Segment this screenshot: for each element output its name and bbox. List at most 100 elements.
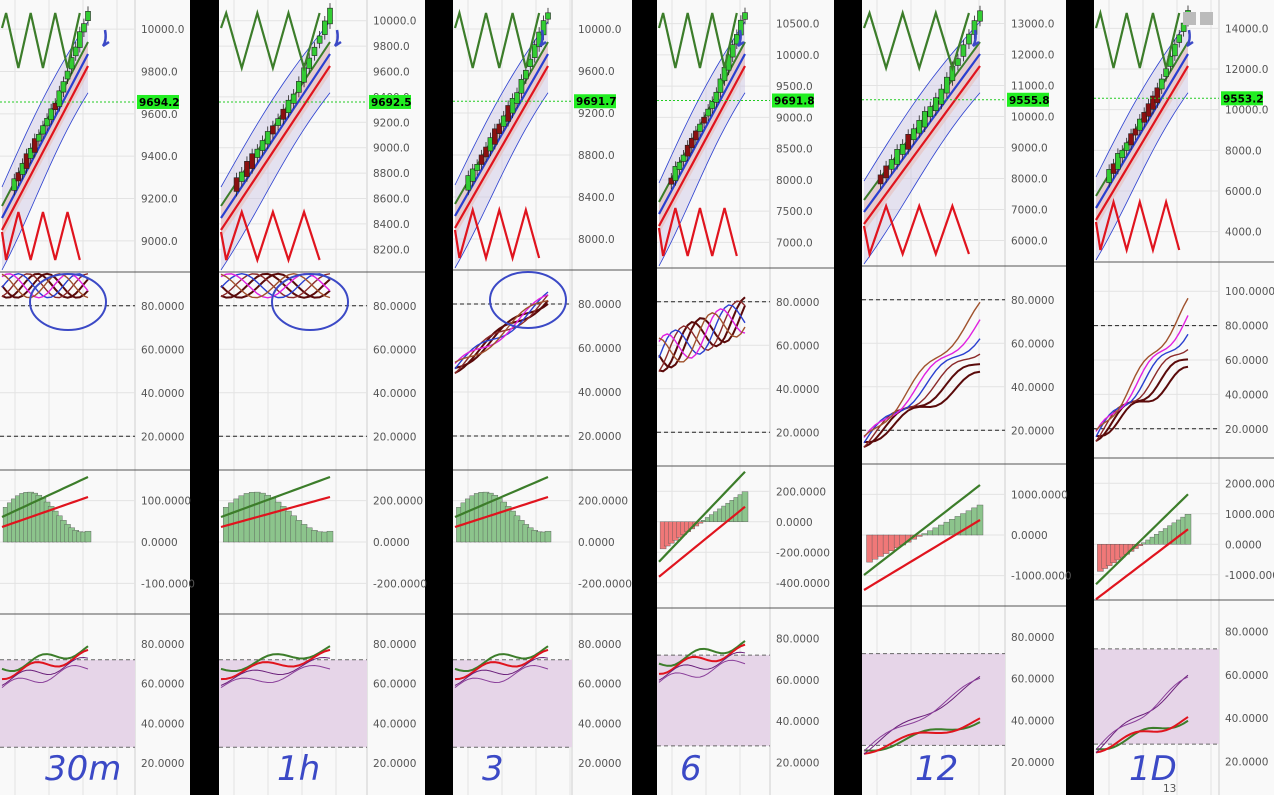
lower-band-line <box>863 92 981 265</box>
candle <box>693 130 699 141</box>
macd-histogram-bar <box>916 534 923 537</box>
candle <box>40 125 46 135</box>
stoch-line <box>863 363 981 448</box>
moving-average-red <box>863 65 981 225</box>
handdrawn-arrow <box>971 29 980 48</box>
stoch-line <box>1 273 89 299</box>
rsi-band <box>453 659 572 748</box>
candle <box>877 174 884 185</box>
chart-column-6: 14000.0 12000.0 10000.0 8000.0 6000.0 4000.0 9… <box>1094 0 1274 795</box>
stoch-tick-label: 60.0000 <box>578 343 621 355</box>
directional-line-red <box>0 211 81 261</box>
rsi-tick-label: 20.0000 <box>141 758 184 770</box>
last-price-value: 9555.8 <box>1009 95 1050 107</box>
candle <box>1172 43 1178 57</box>
candle <box>60 81 67 93</box>
candle <box>955 58 961 66</box>
stoch-line <box>658 305 746 369</box>
handdrawn-circle <box>489 271 567 329</box>
candle <box>1137 118 1143 131</box>
candle <box>1145 103 1152 117</box>
candle <box>1128 133 1134 146</box>
candle <box>899 143 906 155</box>
rsi-line <box>1095 674 1189 754</box>
stoch-line <box>454 299 549 374</box>
macd-tick-label: -1000.0000 <box>1011 571 1072 583</box>
stoch-line <box>863 319 981 438</box>
stoch-tick-label: 80.0000 <box>776 297 819 309</box>
candle <box>545 12 551 20</box>
chart-column-1: 10000.0 9800.0 9600.0 9400.0 9200.0 9000.0 969… <box>0 0 195 795</box>
rsi-line <box>658 643 746 675</box>
candle <box>64 70 71 80</box>
lower-band-line <box>658 92 746 267</box>
rsi-line <box>1 648 89 681</box>
chart-settings-icon[interactable] <box>1183 12 1196 25</box>
macd-histogram-bar <box>927 530 934 536</box>
macd-histogram-bar <box>84 530 92 543</box>
rsi-tick-label: 80.0000 <box>776 634 819 646</box>
directional-line-green <box>453 8 541 69</box>
candle <box>296 81 302 93</box>
candle <box>77 31 83 48</box>
candle <box>27 147 34 159</box>
stoch-tick-label: 40.0000 <box>776 384 819 396</box>
candle <box>1141 112 1147 123</box>
stoch-tick-label: 40.0000 <box>578 387 621 399</box>
handwritten-timeframe-label: 30m <box>45 749 121 789</box>
candle <box>478 154 485 165</box>
candle <box>523 69 529 80</box>
chart-menu-icon[interactable] <box>1200 12 1213 25</box>
candle <box>81 23 87 33</box>
rsi-tick-label: 40.0000 <box>373 718 416 730</box>
rsi-tick-label: 80.0000 <box>1011 632 1054 644</box>
candle <box>944 76 950 94</box>
directional-line-green <box>657 12 738 69</box>
rsi-tick-label: 80.0000 <box>578 639 621 651</box>
candle <box>474 164 480 171</box>
rsi-tick-label: 40.0000 <box>776 716 819 728</box>
macd-tick-label: 100.0000 <box>141 496 191 508</box>
candle <box>31 138 38 153</box>
last-price-tag <box>137 94 179 109</box>
handwritten-timeframe-label: 1D <box>1129 749 1177 789</box>
macd-line <box>220 475 331 519</box>
rsi-tick-label: 80.0000 <box>373 639 416 651</box>
candle <box>306 57 313 69</box>
rsi-tick-label: 60.0000 <box>1225 670 1268 682</box>
last-price-tag <box>1221 91 1263 106</box>
macd-histogram-bar <box>877 534 884 557</box>
price-tick-label: 8600.0 <box>373 194 410 206</box>
chart-column-4: 10500.0 10000.0 9500.0 9000.0 8500.0 8000.0 75… <box>657 0 834 795</box>
moving-average-red <box>1 65 89 231</box>
directional-line-red <box>453 205 541 263</box>
macd-histogram-bar <box>326 530 334 543</box>
price-tick-label: 9000.0 <box>141 236 178 248</box>
price-tick-label: 14000.0 <box>1225 23 1268 35</box>
candle <box>285 99 292 114</box>
candle <box>688 137 695 149</box>
stoch-line <box>220 272 331 299</box>
macd-line <box>454 475 549 519</box>
directional-line-green <box>862 9 971 72</box>
handwritten-timeframe-label: 12 <box>915 749 958 789</box>
macd-tick-label: 0.0000 <box>578 537 615 549</box>
stoch-line <box>1095 333 1189 438</box>
macd-histogram-bar <box>921 533 928 536</box>
stoch-line <box>1 272 89 299</box>
candle <box>36 134 42 142</box>
candle <box>1119 149 1126 159</box>
rsi-line <box>1 645 89 673</box>
rsi-line <box>220 657 331 686</box>
candle <box>672 166 679 181</box>
price-tick-label: 6000.0 <box>1225 186 1262 198</box>
price-tick-label: 9600.0 <box>578 66 615 78</box>
moving-average-blue <box>658 53 746 215</box>
candle <box>280 108 287 120</box>
last-price-value: 9691.8 <box>774 96 815 108</box>
rsi-tick-label: 20.0000 <box>1225 756 1268 768</box>
price-tick-label: 10000.0 <box>776 50 819 62</box>
stoch-line <box>1 272 89 299</box>
candle <box>469 168 476 182</box>
